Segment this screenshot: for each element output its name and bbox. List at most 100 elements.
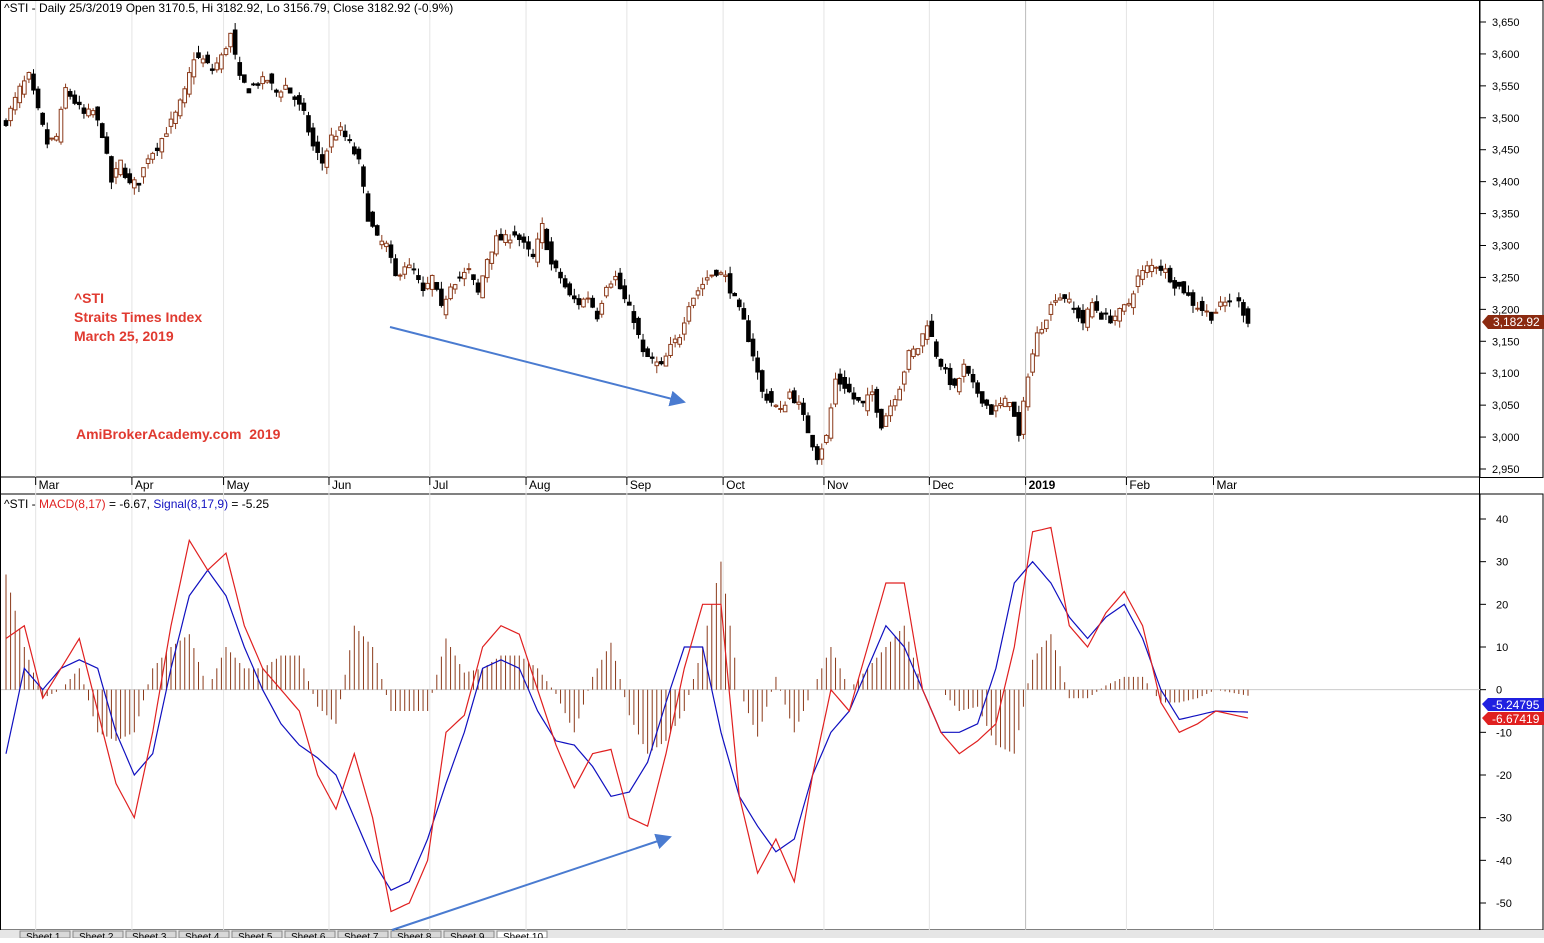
candle-down: [764, 393, 770, 401]
sheet-tab-label: Sheet 4: [185, 932, 220, 938]
candle-down: [984, 399, 990, 406]
candle-up: [191, 59, 197, 78]
candle-down: [571, 295, 577, 300]
candle-up: [1039, 328, 1045, 334]
candle-up: [613, 275, 618, 281]
candle-up: [833, 378, 838, 405]
candle-down: [122, 167, 128, 178]
candle-down: [846, 383, 852, 393]
candle-down: [934, 341, 939, 357]
candle-up: [1121, 304, 1127, 312]
candle-down: [952, 378, 957, 386]
macd-ytick-label: -50: [1496, 898, 1512, 910]
price-ytick-label: 3,100: [1492, 368, 1520, 380]
candle-up: [402, 266, 408, 275]
macd-tag-bg: [1488, 712, 1544, 725]
candle-up: [888, 405, 893, 417]
price-ytick-label: 2,950: [1492, 464, 1520, 476]
candle-up: [17, 85, 23, 104]
candle-down: [347, 139, 353, 142]
candle-down: [232, 29, 238, 55]
candle-down: [526, 241, 531, 250]
candle-up: [333, 135, 339, 141]
last-price-tag-bg: [1488, 315, 1544, 329]
candle-down: [1094, 301, 1100, 311]
macd-label: MACD(8,17): [39, 497, 106, 511]
candle-down: [255, 83, 261, 86]
candle-down: [562, 278, 568, 288]
candle-down: [301, 102, 307, 111]
candle-down: [801, 402, 806, 415]
candle-up: [1144, 265, 1150, 274]
candle-up: [892, 399, 898, 407]
candle-down: [975, 382, 980, 394]
price-ytick-label: 3,550: [1492, 81, 1520, 93]
macd-ytick-label: 40: [1496, 514, 1508, 526]
candle-down: [246, 88, 252, 94]
candle-down: [310, 127, 316, 147]
candle-up: [865, 394, 870, 412]
candle-up: [672, 338, 678, 344]
candle-up: [462, 271, 467, 280]
candle-up: [704, 277, 710, 281]
candle-up: [187, 72, 192, 95]
month-label: May: [227, 478, 250, 492]
candle-down: [979, 391, 985, 404]
candle-up: [1140, 270, 1145, 280]
candle-up: [677, 337, 683, 345]
candle-up: [773, 404, 779, 408]
candle-down: [732, 293, 738, 297]
signal-label: Signal(8,17,9): [153, 497, 228, 511]
candle-down: [439, 288, 444, 306]
price-ytick-label: 3,000: [1492, 432, 1520, 444]
candle-up: [448, 286, 453, 300]
candle-up: [278, 91, 284, 98]
month-label: Mar: [39, 478, 60, 492]
month-label: Aug: [529, 478, 550, 492]
candle-down: [576, 298, 582, 306]
candle-down: [1071, 307, 1077, 310]
sheet-tab-bar: [0, 930, 1544, 938]
candle-up: [86, 108, 91, 117]
candle-down: [77, 101, 82, 106]
month-label: Nov: [827, 478, 848, 492]
candle-up: [113, 168, 119, 178]
candle-down: [549, 241, 554, 265]
candle-down: [755, 357, 760, 373]
signal-tag-pointer: [1482, 698, 1488, 711]
candle-up: [869, 391, 875, 396]
candle-down: [35, 88, 41, 109]
candle-up: [581, 298, 586, 308]
macd-ytick-label: -40: [1496, 855, 1512, 867]
candle-up: [1131, 293, 1136, 309]
candle-down: [622, 285, 628, 300]
candle-down: [1190, 292, 1196, 306]
sheet-tab-label: Sheet 10: [503, 932, 543, 938]
candle-up: [177, 99, 183, 117]
candle-down: [814, 446, 820, 461]
candle-up: [452, 284, 458, 290]
candle-down: [874, 388, 880, 413]
candle-down: [411, 268, 417, 271]
candle-down: [361, 166, 366, 187]
macd-panel-frame: [0, 493, 1480, 931]
candle-up: [604, 286, 609, 297]
candle-up: [956, 377, 962, 393]
candle-down: [938, 358, 944, 367]
candle-down: [1227, 300, 1232, 303]
candle-down: [856, 396, 861, 401]
candle-up: [173, 111, 178, 124]
candle-down: [741, 308, 747, 320]
candle-up: [1149, 264, 1155, 273]
candle-down: [851, 392, 857, 400]
signal-tag-bg: [1488, 698, 1544, 711]
candle-up: [1021, 400, 1026, 435]
candle-down: [136, 182, 142, 186]
candle-up: [535, 238, 540, 263]
candle-down: [989, 404, 994, 415]
candle-down: [649, 356, 655, 359]
candle-up: [1213, 311, 1219, 314]
candle-up: [1126, 302, 1132, 306]
sheet-tab-label: Sheet 3: [132, 932, 167, 938]
